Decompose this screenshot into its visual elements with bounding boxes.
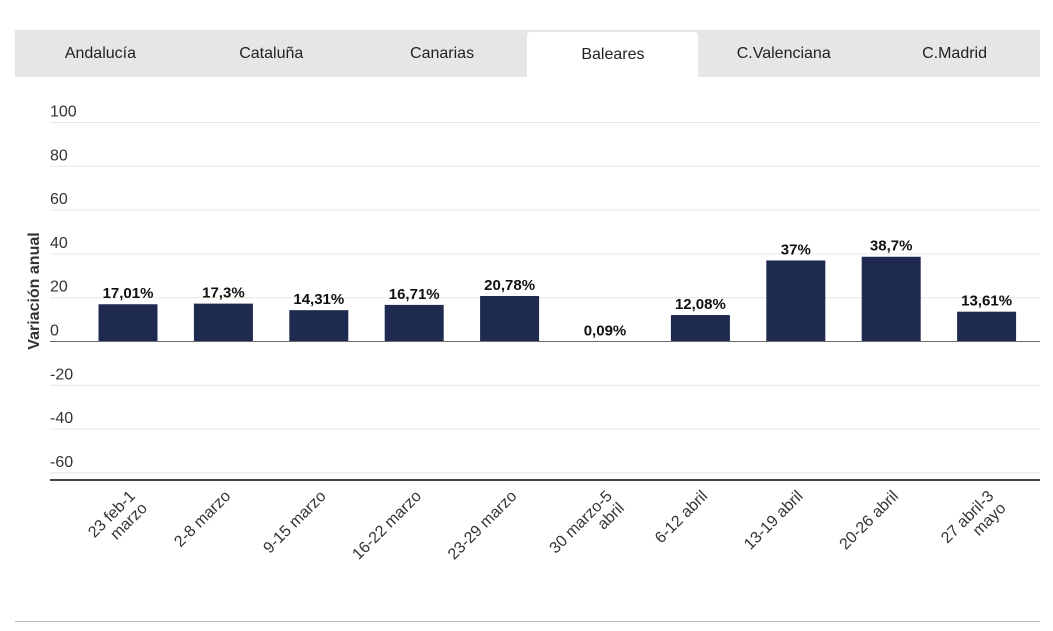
bar bbox=[384, 304, 444, 342]
data-label: 13,61% bbox=[961, 293, 1012, 310]
x-tick-label-line: 16-22 marzo bbox=[349, 488, 425, 564]
bar bbox=[861, 256, 921, 342]
bar-chart: 100 80 60 40 20 0 -20 -40 -60 Variación anual 17… bbox=[26, 104, 1040, 564]
x-tick-label-line: 20-26 abril bbox=[837, 488, 902, 553]
tab-cataluna[interactable]: Cataluña bbox=[239, 44, 304, 62]
tab-c-valenciana[interactable]: C.Valenciana bbox=[736, 44, 831, 62]
x-tick-label: 23-29 marzo bbox=[445, 488, 521, 564]
bar bbox=[193, 303, 253, 342]
data-label: 38,7% bbox=[870, 238, 913, 255]
x-tick-label: 9-15 marzo bbox=[260, 488, 329, 557]
y-tick-label: 0 bbox=[50, 323, 59, 340]
data-label: 17,3% bbox=[202, 285, 245, 302]
data-labels: 17,01% 17,3% 14,31% 16,71% 20,78% 0,09% 12,08%… bbox=[103, 238, 1012, 340]
x-tick-label: 20-26 abril bbox=[837, 488, 902, 553]
region-tabs: Andalucía Cataluña Canarias Baleares C.V… bbox=[15, 30, 1040, 77]
y-tick-label: 80 bbox=[50, 147, 68, 164]
tab-canarias[interactable]: Canarias bbox=[410, 44, 475, 62]
y-tick-label: -20 bbox=[50, 366, 73, 383]
footer-divider bbox=[15, 621, 1040, 622]
x-tick-label-line: 6-12 abril bbox=[652, 488, 711, 547]
y-tick-label: -60 bbox=[50, 454, 73, 471]
data-label: 20,78% bbox=[484, 277, 535, 294]
bar bbox=[957, 311, 1017, 342]
x-tick-label: 2-8 marzo bbox=[171, 488, 234, 551]
x-tick-label-line: 23-29 marzo bbox=[445, 488, 521, 564]
bars bbox=[98, 256, 1017, 342]
bar bbox=[98, 304, 158, 342]
y-tick-label: -40 bbox=[50, 410, 73, 427]
y-tick-label: 40 bbox=[50, 235, 68, 252]
data-label: 0,09% bbox=[584, 322, 627, 339]
y-tick-label: 60 bbox=[50, 191, 68, 208]
gridlines bbox=[50, 122, 1040, 474]
data-label: 37% bbox=[781, 241, 811, 258]
tab-baleares[interactable]: Baleares bbox=[527, 32, 699, 77]
data-label: 12,08% bbox=[675, 296, 726, 313]
y-axis-ticks: 100 80 60 40 20 0 -20 -40 -60 bbox=[50, 104, 77, 471]
bar bbox=[766, 260, 826, 342]
x-tick-label: 16-22 marzo bbox=[349, 488, 425, 564]
x-tick-label-line: 13-19 abril bbox=[741, 488, 806, 553]
x-tick-label: 6-12 abril bbox=[652, 488, 711, 547]
bar bbox=[289, 310, 349, 342]
x-tick-label-line: 2-8 marzo bbox=[171, 488, 234, 551]
bar bbox=[480, 295, 540, 342]
y-axis-label: Variación anual bbox=[26, 232, 43, 349]
data-label: 14,31% bbox=[293, 291, 344, 308]
data-label: 16,71% bbox=[389, 286, 440, 303]
bar bbox=[670, 315, 730, 342]
x-tick-label-line: 9-15 marzo bbox=[260, 488, 329, 557]
tab-c-madrid[interactable]: C.Madrid bbox=[922, 44, 987, 62]
data-label: 17,01% bbox=[103, 285, 154, 302]
y-tick-label: 20 bbox=[50, 279, 68, 296]
tab-andalucia[interactable]: Andalucía bbox=[64, 44, 136, 62]
y-tick-label: 100 bbox=[50, 104, 77, 121]
x-tick-label: 13-19 abril bbox=[741, 488, 806, 553]
